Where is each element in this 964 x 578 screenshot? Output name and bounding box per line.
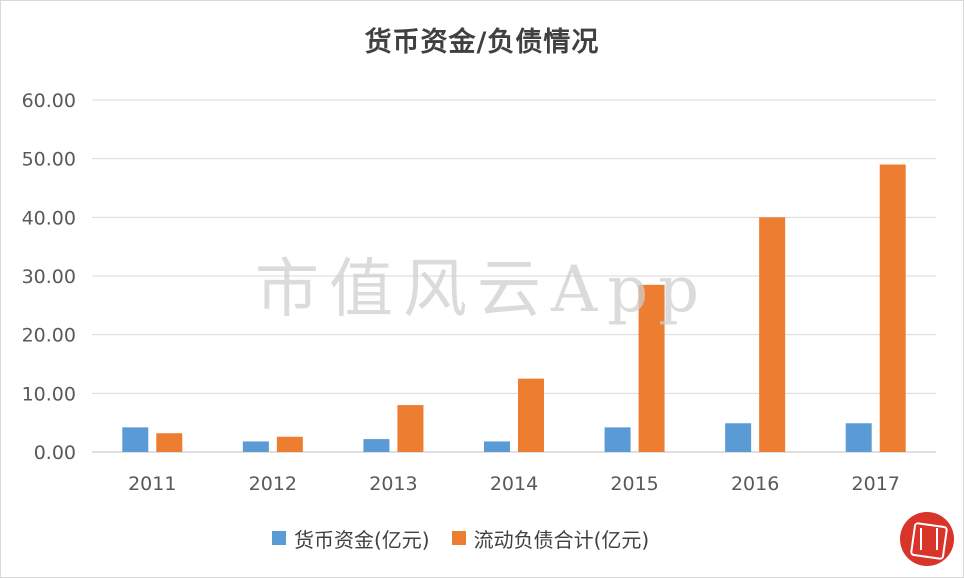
x-tick-label: 2016 [731,473,779,495]
legend-item-cash: 货币资金(亿元) [272,524,430,553]
bars [122,164,906,453]
legend-swatch-cash [272,531,286,545]
seal-logo [900,512,954,566]
x-tick-label: 2013 [369,473,417,495]
y-tick-label: 50.00 [22,149,76,171]
bar-cash-2012 [242,441,269,452]
legend-label-cash: 货币资金(亿元) [294,527,430,552]
bar-liabilities-2012 [276,436,303,452]
bar-cash-2013 [363,439,390,452]
bar-cash-2015 [604,427,631,452]
legend-swatch-liabilities [451,531,466,545]
x-tick-label: 2011 [128,473,176,495]
legend: 货币资金(亿元) 流动负债合计(亿元) [272,523,649,553]
bar-liabilities-2017 [879,164,906,453]
bar-liabilities-2011 [156,433,183,452]
y-tick-label: 0.00 [34,442,76,464]
x-axis-labels: 2011 2012 2013 2014 2015 2016 2017 [128,473,900,495]
bar-liabilities-2016 [759,217,786,452]
bar-cash-2014 [484,441,510,452]
y-tick-label: 40.00 [22,207,76,229]
bar-cash-2011 [122,427,149,452]
y-tick-label: 10.00 [22,383,76,405]
x-tick-label: 2014 [490,473,538,495]
y-tick-label: 30.00 [22,266,76,288]
bar-liabilities-2014 [518,378,544,452]
x-tick-label: 2015 [610,473,658,495]
bar-liabilities-2013 [397,405,424,452]
gridlines [92,99,936,453]
chart-title: 货币资金/负债情况 [364,27,600,58]
x-tick-label: 2017 [852,473,900,495]
y-tick-label: 60.00 [22,90,76,112]
bar-cash-2016 [725,423,752,452]
legend-item-liabilities: 流动负债合计(亿元) [451,524,650,553]
bar-liabilities-2015 [638,284,665,452]
watermark: 市值风云App [255,253,710,327]
x-tick-label: 2012 [249,473,297,495]
bar-cash-2017 [845,423,872,452]
y-tick-label: 20.00 [22,325,76,347]
y-axis-ticks: 0.00 10.00 20.00 30.00 40.00 50.00 60.00 [22,90,76,464]
legend-label-liabilities: 流动负债合计(亿元) [473,527,650,552]
